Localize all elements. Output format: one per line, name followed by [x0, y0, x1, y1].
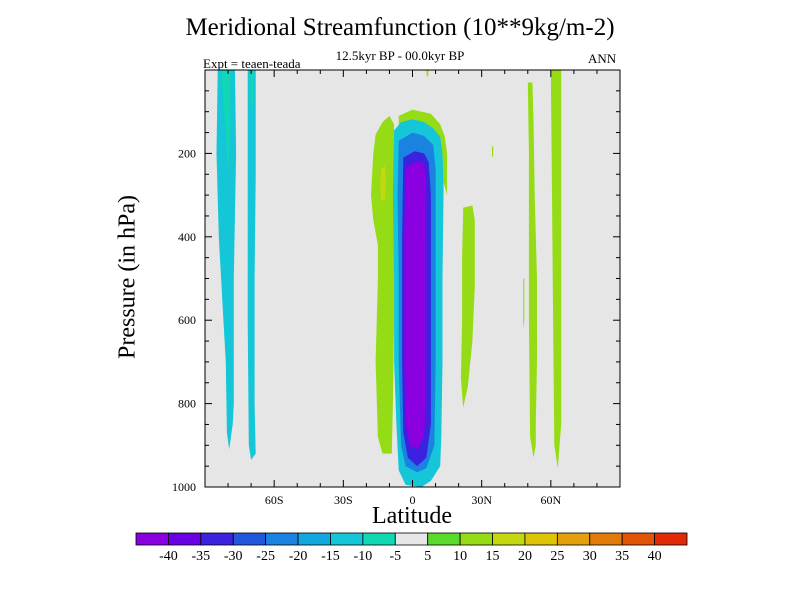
- contour-region-sh-east-core: [250, 70, 254, 116]
- experiment-label: Expt = teaen-teada: [203, 56, 301, 71]
- colorbar-swatch: [524, 532, 558, 546]
- contour-region-green-nh-strip: [527, 82, 537, 458]
- colorbar-swatch: [297, 532, 331, 546]
- x-axis-label: Latitude: [372, 503, 452, 529]
- contour-region-purple-core: [404, 160, 427, 450]
- colorbar-label: 30: [583, 549, 597, 564]
- colorbar-swatch: [330, 532, 364, 546]
- colorbar-label: 35: [615, 549, 629, 564]
- colorbar-label: -40: [159, 549, 178, 564]
- colorbar-label: 10: [453, 549, 467, 564]
- colorbar-swatch: [621, 532, 655, 546]
- colorbar-label: -25: [256, 549, 275, 564]
- y-tick-label: 1000: [172, 480, 196, 494]
- colorbar-swatch: [232, 532, 267, 546]
- x-tick-label: 60N: [540, 493, 561, 507]
- contour-region-green-sh-strip: [371, 115, 395, 454]
- colorbar-swatch: [427, 532, 461, 546]
- colorbar-swatch: [362, 532, 396, 546]
- chart-title: Meridional Streamfunction (10**9kg/m-2): [185, 14, 615, 41]
- colorbar-label: 40: [648, 549, 662, 564]
- x-tick-label: 30S: [334, 493, 353, 507]
- x-tick-label: 0: [410, 493, 416, 507]
- colorbar-label: -10: [354, 549, 373, 564]
- contour-region-green-nh-blob: [460, 205, 475, 408]
- x-tick-label: 30N: [471, 493, 492, 507]
- y-tick-label: 800: [178, 397, 196, 411]
- colorbar-swatch: [168, 532, 202, 546]
- contour-region-sh-west-strip: [216, 70, 237, 450]
- colorbar-label: -30: [224, 549, 243, 564]
- colorbar-label: -20: [289, 549, 308, 564]
- contour-region-green-nh-east-strip: [550, 70, 562, 469]
- x-tick-label: 60S: [265, 493, 284, 507]
- contour-region-green-top-sliver: [426, 70, 429, 77]
- colorbar-swatch: [459, 532, 493, 546]
- colorbar-label: 20: [518, 549, 532, 564]
- y-tick-label: 600: [178, 313, 196, 327]
- y-tick-label: 200: [178, 146, 196, 160]
- colorbar-swatch: [492, 532, 526, 546]
- colorbar-swatch: [654, 532, 688, 546]
- chart-subtitle: 12.5kyr BP - 00.0kyr BP: [335, 48, 465, 63]
- plot-area: [205, 70, 620, 487]
- colorbar-label: -15: [321, 549, 340, 564]
- season-label: ANN: [588, 51, 617, 66]
- contour-region-sh-east-strip: [247, 70, 256, 460]
- colorbar-swatch: [394, 532, 429, 546]
- y-tick-label: 400: [178, 230, 196, 244]
- colorbar-swatch: [556, 532, 591, 546]
- contour-region-green-sh-core: [380, 165, 386, 202]
- colorbar-swatch: [200, 532, 234, 546]
- axes: 60S 30S 0 30N 60N 200 400 600 800 1000: [172, 69, 621, 507]
- contour-region-green-nh-thin-2: [523, 278, 525, 329]
- contour-region-green-nh-thin-1: [492, 145, 494, 158]
- colorbar-label: 15: [486, 549, 500, 564]
- colorbar-label: 5: [424, 549, 431, 564]
- colorbar-swatch: [135, 532, 169, 546]
- colorbar-swatch: [589, 532, 623, 546]
- contour-region-sh-west-core: [221, 70, 231, 175]
- colorbar-label: -5: [389, 549, 401, 564]
- colorbar-label: -35: [191, 549, 210, 564]
- colorbar-swatch: [265, 532, 299, 546]
- colorbar: -40 -35 -30 -25 -20 -15 -10 -5 5 10 15 20 25 30 35 40: [135, 532, 688, 564]
- colorbar-label: 25: [550, 549, 564, 564]
